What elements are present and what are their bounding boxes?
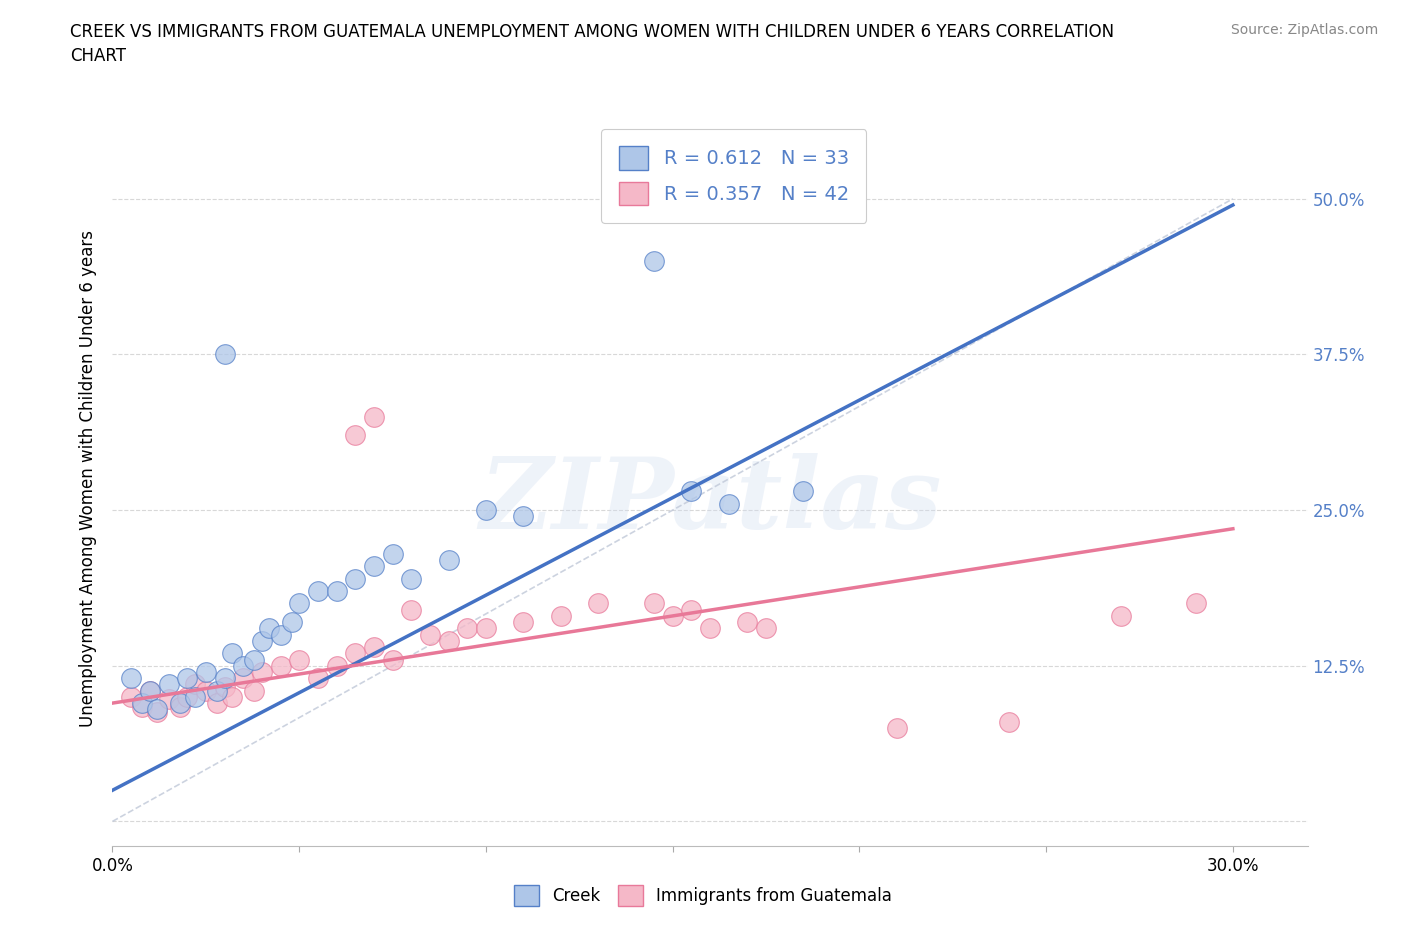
Point: [1184, 596, 1206, 611]
Point: [401, 571, 423, 586]
Point: [281, 615, 304, 630]
Point: [419, 627, 441, 642]
Point: [214, 680, 236, 695]
Point: [146, 704, 169, 719]
Point: [131, 696, 153, 711]
Point: [307, 584, 329, 599]
Point: [550, 608, 572, 623]
Point: [232, 658, 254, 673]
Point: [381, 546, 404, 561]
Point: [205, 696, 228, 711]
Y-axis label: Unemployment Among Women with Children Under 6 years: Unemployment Among Women with Children U…: [79, 231, 97, 727]
Point: [183, 677, 205, 692]
Point: [998, 714, 1021, 729]
Point: [194, 684, 217, 698]
Point: [214, 671, 236, 685]
Point: [475, 502, 498, 517]
Point: [214, 347, 236, 362]
Point: [176, 671, 198, 685]
Point: [344, 645, 367, 660]
Point: [176, 689, 198, 704]
Point: [139, 684, 162, 698]
Point: [139, 684, 162, 698]
Point: [661, 608, 683, 623]
Point: [512, 615, 534, 630]
Point: [381, 652, 404, 667]
Point: [243, 684, 266, 698]
Text: Source: ZipAtlas.com: Source: ZipAtlas.com: [1230, 23, 1378, 37]
Point: [437, 633, 460, 648]
Point: [194, 665, 217, 680]
Point: [437, 552, 460, 567]
Point: [344, 571, 367, 586]
Point: [456, 621, 478, 636]
Point: [205, 684, 228, 698]
Point: [131, 699, 153, 714]
Point: [363, 640, 385, 655]
Point: [169, 696, 191, 711]
Point: [270, 627, 292, 642]
Point: [250, 665, 273, 680]
Point: [792, 484, 814, 498]
Point: [363, 559, 385, 574]
Legend: Creek, Immigrants from Guatemala: Creek, Immigrants from Guatemala: [508, 879, 898, 912]
Point: [737, 615, 759, 630]
Point: [221, 645, 243, 660]
Point: [259, 621, 281, 636]
Point: [307, 671, 329, 685]
Point: [325, 658, 347, 673]
Point: [288, 652, 311, 667]
Point: [250, 633, 273, 648]
Point: [344, 428, 367, 443]
Point: [288, 596, 311, 611]
Point: [475, 621, 498, 636]
Point: [512, 509, 534, 524]
Point: [643, 254, 665, 269]
Point: [681, 603, 703, 618]
Point: [146, 702, 169, 717]
Point: [270, 658, 292, 673]
Point: [120, 671, 142, 685]
Point: [1109, 608, 1132, 623]
Point: [120, 689, 142, 704]
Point: [183, 689, 205, 704]
Point: [363, 409, 385, 424]
Point: [717, 497, 740, 512]
Point: [157, 677, 180, 692]
Point: [681, 484, 703, 498]
Point: [232, 671, 254, 685]
Point: [643, 596, 665, 611]
Point: [221, 689, 243, 704]
Point: [243, 652, 266, 667]
Point: [586, 596, 609, 611]
Point: [886, 721, 908, 736]
Text: CREEK VS IMMIGRANTS FROM GUATEMALA UNEMPLOYMENT AMONG WOMEN WITH CHILDREN UNDER : CREEK VS IMMIGRANTS FROM GUATEMALA UNEMP…: [70, 23, 1115, 65]
Point: [755, 621, 778, 636]
Legend: R = 0.612   N = 33, R = 0.357   N = 42: R = 0.612 N = 33, R = 0.357 N = 42: [602, 128, 866, 223]
Text: ZIPatlas: ZIPatlas: [479, 453, 941, 550]
Point: [157, 692, 180, 707]
Point: [325, 584, 347, 599]
Point: [401, 603, 423, 618]
Point: [169, 699, 191, 714]
Point: [699, 621, 721, 636]
